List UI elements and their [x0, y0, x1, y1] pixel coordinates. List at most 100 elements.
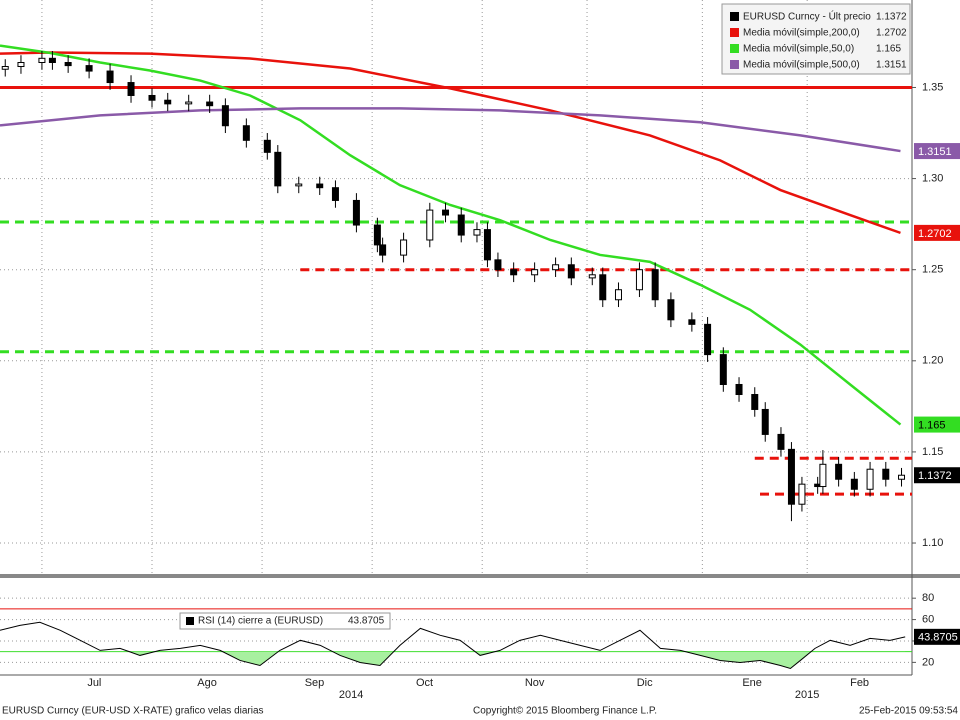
- rsi-value: 43.8705: [348, 616, 385, 627]
- candle-body: [442, 209, 450, 216]
- panel-separator: [0, 574, 960, 578]
- y-tick-label: 1.35: [922, 81, 943, 93]
- moving-average: [0, 107, 901, 153]
- candle-body: [667, 299, 675, 321]
- rsi-label-box: [179, 612, 391, 630]
- y-tick-label: 60: [922, 613, 934, 625]
- price-tag: 1.3151: [918, 146, 952, 158]
- rsi-tag: 43.8705: [918, 632, 958, 644]
- candle-body: [221, 105, 229, 127]
- candle-body: [704, 323, 712, 356]
- candle-body: [567, 264, 575, 279]
- candle-body: [588, 274, 596, 279]
- price-tag: 1.1372: [918, 470, 952, 482]
- candle-body: [457, 214, 465, 236]
- candle-body: [483, 229, 491, 261]
- candle-body: [552, 264, 560, 271]
- moving-average: [0, 44, 902, 426]
- candle-body: [688, 319, 696, 325]
- rsi-swatch: [186, 617, 194, 625]
- footer-right: 25-Feb-2015 09:53:54: [859, 706, 958, 717]
- legend-swatch: [730, 44, 739, 53]
- y-tick-label: 1.30: [922, 172, 943, 184]
- year-label: 2015: [795, 689, 819, 701]
- candle-body: [400, 239, 408, 256]
- candle-body: [263, 139, 271, 153]
- candle-body: [494, 259, 502, 271]
- legend-value: 1.3151: [876, 60, 907, 71]
- rsi-label: RSI (14) cierre a (EURUSD): [198, 616, 323, 627]
- candle-body: [148, 94, 156, 101]
- legend-label: Media móvil(simple,50,0): [743, 44, 854, 55]
- x-tick-label: Ene: [742, 677, 762, 689]
- candle-body: [777, 433, 785, 450]
- candle-body: [882, 468, 890, 480]
- candle-body: [426, 209, 434, 241]
- legend-label: Media móvil(simple,200,0): [743, 28, 860, 39]
- price-tag-bg: [914, 143, 960, 160]
- legend-label: EURUSD Curncy - Últ precio: [743, 10, 871, 23]
- candle-body: [295, 183, 303, 187]
- price-tag: 1.165: [918, 419, 946, 431]
- candle-body: [106, 70, 114, 84]
- x-tick-label: Sep: [305, 677, 325, 689]
- candle-body: [274, 151, 282, 187]
- candle-body: [17, 62, 25, 68]
- candle-body: [185, 101, 193, 105]
- candle-body: [835, 463, 843, 480]
- legend-swatch: [730, 60, 739, 69]
- legend-box: [721, 3, 911, 75]
- candle-body: [787, 448, 795, 505]
- candle-body: [164, 99, 172, 105]
- candle-body: [798, 483, 806, 505]
- price-tag-bg: [914, 224, 960, 241]
- candle-body: [866, 468, 874, 490]
- price-tag-bg: [914, 416, 960, 433]
- candle-body: [1, 66, 9, 70]
- y-tick-label: 20: [922, 656, 934, 668]
- candle-body: [127, 82, 135, 96]
- candle-body: [352, 199, 360, 226]
- legend-value: 1.2702: [876, 28, 907, 39]
- x-tick-label: Feb: [850, 677, 869, 689]
- legend-swatch: [730, 12, 739, 21]
- oversold-fill: [0, 651, 906, 669]
- x-tick-label: Jul: [87, 677, 101, 689]
- candle-body: [242, 125, 250, 141]
- candle-body: [614, 289, 622, 301]
- candle-body: [206, 101, 214, 107]
- candle-body: [761, 408, 769, 435]
- candle-body: [331, 187, 339, 201]
- year-label: 2014: [339, 689, 363, 701]
- candle-body: [473, 229, 481, 236]
- candle-body: [510, 269, 518, 276]
- price-tag: 1.2702: [918, 228, 952, 240]
- rsi-line: [0, 621, 906, 670]
- candle-body: [48, 57, 56, 64]
- candle-body: [635, 269, 643, 291]
- price-tag-bg: [914, 467, 960, 484]
- candle-body: [819, 463, 827, 488]
- x-tick-label: Dic: [637, 677, 653, 689]
- candle-body: [651, 269, 659, 301]
- candle-body: [599, 274, 607, 301]
- rsi-tag-bg: [914, 628, 960, 645]
- footer-left: EURUSD Curncy (EUR-USD X-RATE) grafico v…: [2, 706, 264, 717]
- candle-body: [531, 269, 539, 276]
- moving-average: [0, 51, 901, 235]
- candle-body: [751, 394, 759, 410]
- x-tick-label: Ago: [197, 677, 217, 689]
- legend-value: 1.165: [876, 44, 901, 55]
- candle-body: [379, 244, 387, 256]
- y-tick-label: 1.25: [922, 264, 943, 276]
- candle-body: [38, 57, 46, 64]
- y-tick-label: 1.10: [922, 537, 943, 549]
- candle-body: [898, 474, 906, 480]
- candle-body: [735, 383, 743, 396]
- candle-body: [850, 478, 858, 490]
- candle-body: [373, 224, 381, 246]
- x-tick-label: Oct: [416, 677, 433, 689]
- footer-center: Copyright© 2015 Bloomberg Finance L.P.: [473, 706, 657, 717]
